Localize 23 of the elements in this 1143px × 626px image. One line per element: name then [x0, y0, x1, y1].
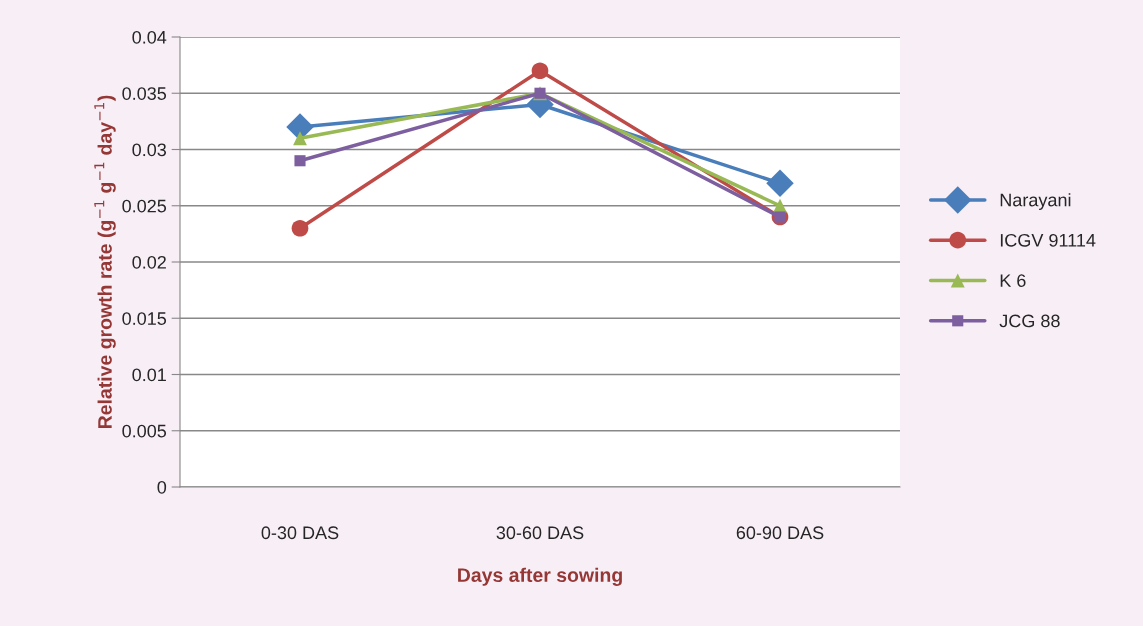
point — [291, 219, 309, 237]
legend-label: K 6 — [1000, 274, 1026, 287]
point — [766, 169, 794, 197]
y-tick-label: 0.015 — [122, 312, 167, 325]
y-tick-label: 0.035 — [122, 87, 167, 100]
legend-label: Narayani — [1000, 193, 1071, 210]
x-tick-label: 30-60 DAS — [496, 526, 584, 540]
y-tick-label: 0.005 — [122, 424, 167, 438]
legend-label: ICGV 91114 — [1000, 233, 1096, 247]
y-tick-label: 0.025 — [122, 199, 167, 213]
point — [293, 131, 307, 146]
y-tick-label: 0.03 — [132, 143, 167, 157]
y-tick-label: 0.04 — [132, 30, 167, 44]
y-tick-label: 0 — [157, 480, 167, 494]
point — [531, 62, 549, 80]
x-axis-title: Days after sowing — [458, 567, 622, 586]
y-axis-title: Relative growth rate (g$^{−1}$ g$^{−1}$ day$^{−1}$) — [94, 95, 116, 429]
point — [294, 155, 306, 167]
y-tick-label: 0.01 — [132, 368, 166, 382]
x-tick-label: 60-90 DAS — [736, 526, 824, 540]
legend-label: JCG 88 — [999, 314, 1060, 328]
x-tick-label: 0-30 DAS — [261, 526, 339, 540]
y-tick-label: 0.02 — [132, 255, 166, 269]
